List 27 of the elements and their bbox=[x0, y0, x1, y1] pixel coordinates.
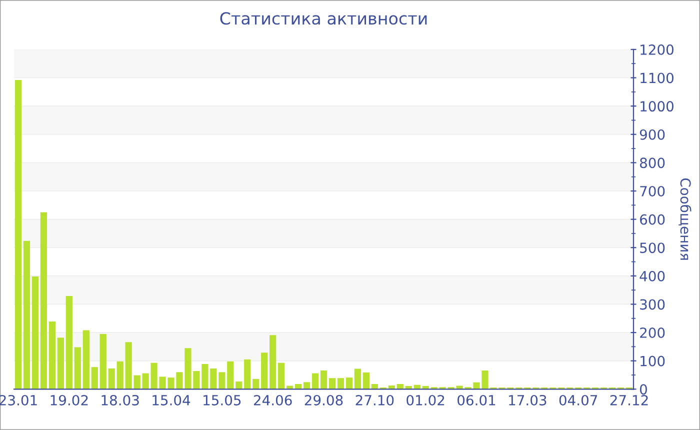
x-tick-label: 01.02 bbox=[406, 394, 444, 406]
y-tick-label: 300 bbox=[640, 299, 665, 310]
y-axis-title: Сообщения bbox=[678, 178, 692, 260]
x-tick-label: 27.10 bbox=[356, 394, 394, 406]
y-tick-label: 0 bbox=[640, 384, 647, 395]
y-tick-label: 700 bbox=[640, 186, 665, 196]
y-tick-label: 1000 bbox=[640, 101, 674, 112]
y-tick-label: 1100 bbox=[640, 72, 674, 84]
x-tick-label: 15.04 bbox=[152, 394, 190, 406]
y-tick-label: 900 bbox=[640, 129, 665, 140]
x-tick-label: 19.02 bbox=[50, 394, 88, 406]
y-tick-label: 400 bbox=[640, 270, 665, 282]
x-tick-label: 17.03 bbox=[509, 394, 546, 406]
x-tick-label: 18.03 bbox=[102, 394, 139, 406]
y-tick-label: 600 bbox=[640, 214, 665, 225]
y-tick-label: 800 bbox=[640, 158, 665, 168]
x-tick-label: 27.12 bbox=[610, 394, 648, 406]
y-tick-label: 500 bbox=[640, 242, 665, 254]
y-tick-label: 200 bbox=[640, 328, 665, 338]
x-tick-label: 15.05 bbox=[204, 394, 241, 406]
x-tick-label: 29.08 bbox=[304, 394, 343, 406]
x-tick-label: 24.06 bbox=[254, 394, 292, 406]
x-tick-label: 06.01 bbox=[458, 394, 496, 406]
chart-title: Статистика активности bbox=[220, 12, 427, 25]
x-tick-label: 04.07 bbox=[559, 394, 598, 406]
y-tick-label: 1200 bbox=[640, 44, 674, 55]
y-tick-label: 100 bbox=[640, 356, 665, 366]
